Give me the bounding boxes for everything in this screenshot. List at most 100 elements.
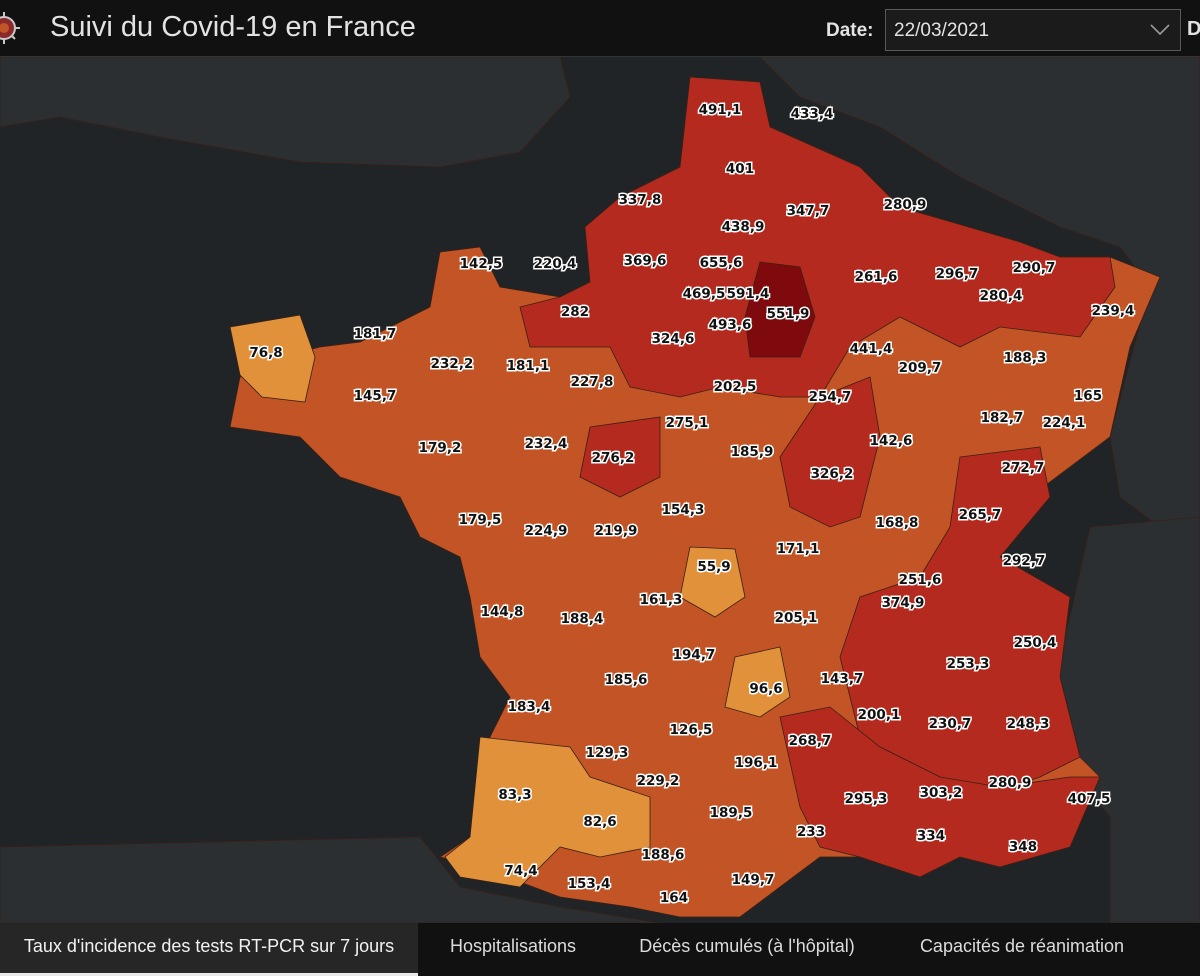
department-incidence-label: 185,9 [731, 444, 774, 460]
tab-deces[interactable]: Décès cumulés (à l'hôpital) [639, 936, 855, 956]
map-canvas [0, 57, 1200, 923]
zone-low-cantal [679, 546, 746, 618]
incidence-labels: 491,1 433,4 401 337,8 347,7 280,9 438,9 142,5 22… [248, 101, 1136, 908]
department-incidence-label: 407,5 [1068, 791, 1111, 807]
department-incidence-label: 82,6 [583, 814, 616, 830]
department-incidence-label: 655,6 [700, 255, 743, 271]
department-incidence-label: 142,5 [460, 256, 503, 272]
date-label: Date: [826, 20, 874, 41]
department-incidence-label: 220,4 [534, 256, 577, 272]
tab-reanimation[interactable]: Capacités de réanimation [919, 936, 1125, 956]
department-incidence-label: 83,3 [498, 787, 531, 803]
department-incidence-label: 164 [660, 890, 688, 906]
zone-high-north [519, 76, 1116, 398]
department-incidence-label: 493,6 [709, 317, 752, 333]
department-incidence-label: 275,1 [666, 415, 709, 431]
department-incidence-label: 96,6 [749, 681, 782, 697]
department-incidence-label: 188,6 [642, 847, 685, 863]
zone-very-high-marne [744, 261, 816, 358]
department-incidence-label: 185,6 [605, 672, 648, 688]
department-incidence-label: 229,2 [637, 773, 680, 789]
zone-high-loiret [579, 416, 661, 498]
department-incidence-label: 224,1 [1043, 415, 1086, 431]
department-incidence-label: 324,6 [652, 331, 695, 347]
department-incidence-label: 143,7 [821, 671, 864, 687]
department-incidence-label: 401 [726, 161, 754, 177]
department-incidence-label: 254,7 [809, 389, 852, 405]
department-incidence-label: 272,7 [1002, 460, 1045, 476]
department-incidence-label: 188,4 [561, 611, 604, 627]
department-incidence-label: 248,3 [1007, 716, 1050, 732]
department-incidence-label: 296,7 [936, 266, 979, 282]
department-incidence-label: 230,7 [929, 716, 972, 732]
department-incidence-label: 142,6 [870, 433, 913, 449]
department-incidence-label: 326,2 [811, 466, 854, 482]
department-incidence-label: 74,4 [504, 863, 537, 879]
department-incidence-label: 282 [561, 304, 589, 320]
department-incidence-label: 189,5 [710, 805, 753, 821]
clipped-header-label: D [1187, 18, 1200, 40]
tab-incidence[interactable]: Taux d'incidence des tests RT-PCR sur 7 … [0, 923, 418, 976]
department-incidence-label: 438,9 [722, 219, 765, 235]
department-incidence-label: 261,6 [855, 269, 898, 285]
department-incidence-label: 295,3 [845, 791, 888, 807]
department-incidence-label: 290,7 [1013, 260, 1056, 276]
department-incidence-label: 303,2 [920, 785, 963, 801]
zone-high-south-east [779, 706, 1101, 878]
department-incidence-label: 469,5 [683, 286, 726, 302]
department-incidence-label: 126,5 [670, 722, 713, 738]
department-incidence-label: 149,7 [732, 872, 775, 888]
zone-high-centre [779, 376, 881, 528]
department-incidence-label: 268,7 [789, 733, 832, 749]
department-incidence-label: 441,4 [850, 341, 893, 357]
department-incidence-label: 348 [1009, 839, 1037, 855]
department-incidence-label: 276,2 [592, 450, 635, 466]
department-incidence-label: 154,3 [662, 502, 705, 518]
department-incidence-label: 233 [797, 824, 825, 840]
department-incidence-label: 209,7 [899, 360, 942, 376]
date-value: 22/03/2021 [894, 20, 990, 41]
department-incidence-label: 182,7 [981, 410, 1024, 426]
department-incidence-label: 265,7 [959, 507, 1002, 523]
department-incidence-label: 219,9 [595, 523, 638, 539]
department-incidence-label: 551,9 [767, 306, 810, 322]
department-incidence-label: 161,3 [640, 592, 683, 608]
department-incidence-label: 183,4 [508, 699, 551, 715]
department-incidence-label: 171,1 [777, 541, 820, 557]
department-incidence-label: 280,9 [989, 775, 1032, 791]
department-incidence-label: 374,9 [882, 595, 925, 611]
app-title: Suivi du Covid-19 en France [50, 11, 416, 43]
department-incidence-label: 337,8 [619, 192, 662, 208]
department-incidence-label: 227,8 [571, 374, 614, 390]
department-incidence-label: 168,8 [876, 515, 919, 531]
department-incidence-label: 232,4 [525, 436, 568, 452]
department-incidence-label: 491,1 [699, 102, 742, 118]
department-incidence-label: 129,3 [586, 745, 629, 761]
department-incidence-label: 188,3 [1004, 350, 1047, 366]
chevron-down-icon [1150, 24, 1170, 36]
department-incidence-label: 433,4 [791, 106, 834, 122]
department-incidence-label: 144,8 [481, 604, 524, 620]
department-incidence-label: 181,7 [354, 326, 397, 342]
date-select[interactable]: 22/03/2021 [885, 9, 1181, 51]
department-incidence-label: 334 [917, 828, 945, 844]
app-header: Suivi du Covid-19 en France Date: 22/03/… [0, 0, 1200, 57]
land-spain [0, 836, 661, 923]
tab-hospitalisations[interactable]: Hospitalisations [449, 936, 577, 956]
department-incidence-label: 179,2 [419, 440, 462, 456]
choropleth-map[interactable]: 491,1 433,4 401 337,8 347,7 280,9 438,9 142,5 22… [0, 57, 1200, 923]
department-incidence-label: 205,1 [775, 610, 818, 626]
virus-logo-icon [0, 12, 20, 44]
department-incidence-label: 239,4 [1092, 303, 1135, 319]
zone-low-haute-loire [724, 646, 791, 718]
department-incidence-label: 200,1 [858, 707, 901, 723]
department-incidence-label: 280,9 [884, 197, 927, 213]
department-incidence-label: 232,2 [431, 356, 474, 372]
department-incidence-label: 153,4 [568, 876, 611, 892]
department-incidence-label: 224,9 [525, 523, 568, 539]
department-incidence-label: 76,8 [249, 345, 282, 361]
department-incidence-label: 369,6 [624, 253, 667, 269]
department-incidence-label: 145,7 [354, 388, 397, 404]
land-united-kingdom [0, 57, 571, 168]
department-incidence-label: 202,5 [714, 379, 757, 395]
